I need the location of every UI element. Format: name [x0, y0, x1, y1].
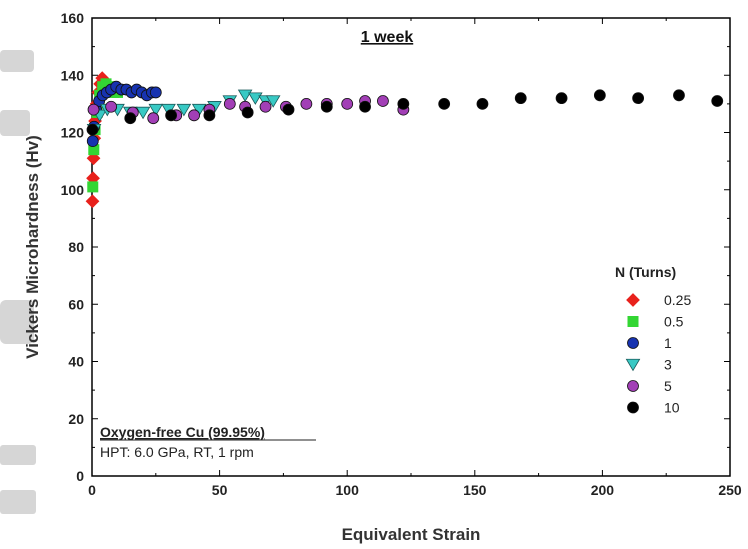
data-point	[320, 100, 333, 113]
x-tick-label: 0	[88, 482, 96, 498]
data-point	[88, 144, 100, 156]
data-point	[711, 95, 724, 107]
data-point	[593, 89, 606, 102]
data-point	[203, 109, 216, 122]
watermark	[0, 50, 36, 514]
y-tick-labels: 0 20 40 60 80 100 120 140 160	[61, 10, 85, 484]
y-tick-label: 20	[68, 411, 84, 427]
legend-title: N (Turns)	[615, 264, 676, 280]
data-point	[148, 103, 164, 117]
legend-marker	[626, 293, 640, 307]
legend-marker	[627, 401, 639, 414]
data-point	[176, 103, 192, 117]
y-axis-title: Vickers Microhardness (Hv)	[23, 135, 42, 359]
y-tick-label: 0	[76, 468, 84, 484]
data-point	[632, 92, 645, 105]
y-tick-label: 140	[61, 67, 85, 83]
data-point	[147, 112, 160, 125]
data-point	[673, 89, 685, 102]
data-point	[223, 97, 236, 110]
data-point	[87, 103, 100, 116]
y-tick-label: 60	[68, 296, 84, 312]
data-point	[300, 97, 313, 110]
data-point	[265, 95, 281, 108]
data-point	[377, 95, 389, 107]
annotation-material: Oxygen-free Cu (99.95%)	[100, 424, 265, 440]
data-point	[149, 86, 162, 99]
y-tick-label: 160	[61, 10, 85, 26]
data-point	[359, 100, 371, 113]
x-axis-title: Equivalent Strain	[342, 525, 481, 544]
legend-label: 1	[664, 335, 672, 351]
data-point	[241, 106, 254, 119]
legend-label: 10	[664, 400, 680, 416]
series-10	[86, 89, 724, 136]
x-tick-label: 50	[212, 482, 228, 498]
y-tick-label: 120	[61, 125, 85, 141]
data-point	[397, 97, 410, 110]
annotation: Oxygen-free Cu (99.95%) HPT: 6.0 GPa, RT…	[100, 424, 316, 460]
data-point	[85, 194, 100, 209]
data-point	[124, 112, 137, 125]
legend-label: 3	[664, 357, 672, 373]
legend-marker	[627, 337, 639, 349]
data-point	[86, 123, 99, 136]
data-point	[341, 97, 354, 110]
x-tick-labels: 0 50 100 150 200 250	[88, 482, 742, 498]
data-point	[135, 106, 151, 120]
data-point	[105, 100, 118, 113]
data-point	[259, 100, 272, 113]
y-tick-label: 40	[68, 354, 84, 370]
data-point	[165, 109, 178, 122]
data-point	[87, 181, 99, 193]
annotation-conditions: HPT: 6.0 GPa, RT, 1 rpm	[100, 444, 254, 460]
x-tick-label: 250	[718, 482, 742, 498]
legend-marker	[625, 358, 641, 372]
data-point	[188, 109, 200, 122]
data-point	[438, 97, 451, 110]
data-point	[86, 135, 99, 147]
x-tick-label: 200	[591, 482, 615, 498]
data-point	[476, 97, 489, 110]
chart-title: 1 week	[361, 29, 414, 46]
x-tick-label: 150	[463, 482, 487, 498]
legend-label: 5	[664, 378, 672, 394]
legend-marker	[627, 316, 639, 327]
data-point	[514, 92, 527, 105]
legend-label: 0.25	[664, 292, 691, 308]
axis-ticks	[91, 17, 731, 477]
data-point	[282, 103, 295, 116]
y-tick-label: 100	[61, 182, 85, 198]
x-tick-label: 100	[336, 482, 360, 498]
y-tick-label: 80	[68, 239, 84, 255]
legend-marker	[627, 380, 639, 392]
data-series	[85, 71, 724, 209]
legend-label: 0.5	[664, 314, 684, 330]
legend: N (Turns) 0.25 0.5 1 3 5 10	[615, 264, 691, 416]
data-point	[555, 92, 568, 105]
